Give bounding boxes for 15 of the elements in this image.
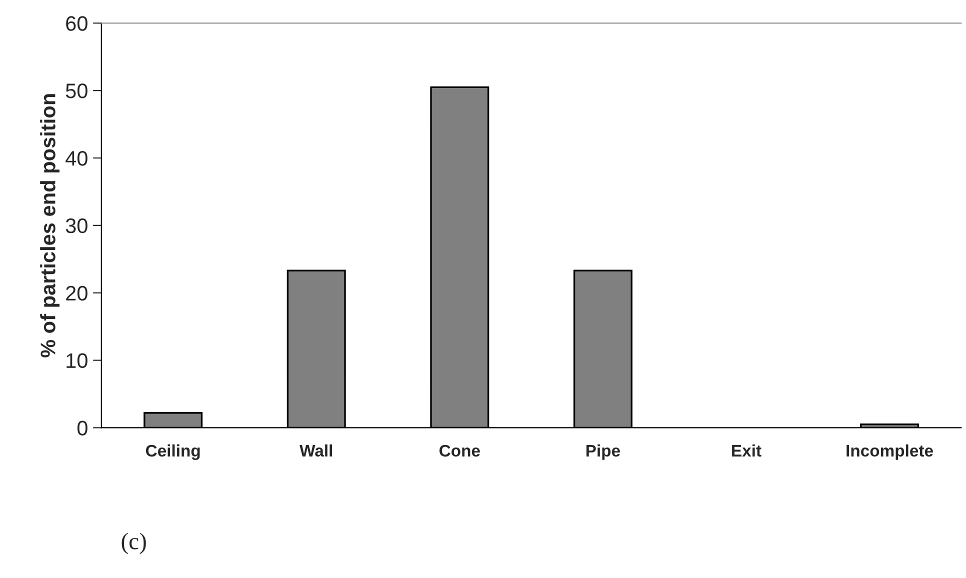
text: (c) bbox=[122, 532, 146, 554]
y-tick-label: 10 bbox=[66, 353, 88, 368]
y-axis-title: % of particles end position bbox=[40, 94, 60, 358]
x-tick-label: Wall bbox=[300, 444, 332, 457]
x-tick-label: Exit bbox=[732, 444, 762, 457]
y-tick-label: 30 bbox=[66, 218, 88, 234]
y-tick-label: 20 bbox=[66, 286, 88, 301]
y-tick-label: 50 bbox=[66, 84, 88, 98]
x-tick-label: Cone bbox=[440, 444, 480, 457]
x-tick-label: Incomplete bbox=[846, 444, 933, 460]
x-tick-label: Ceiling bbox=[146, 444, 200, 460]
x-tick-label: Pipe bbox=[586, 444, 620, 460]
y-tick-label: 40 bbox=[66, 150, 88, 166]
y-tick-label: 0 bbox=[77, 420, 88, 436]
y-tick-label: 60 bbox=[66, 16, 88, 31]
